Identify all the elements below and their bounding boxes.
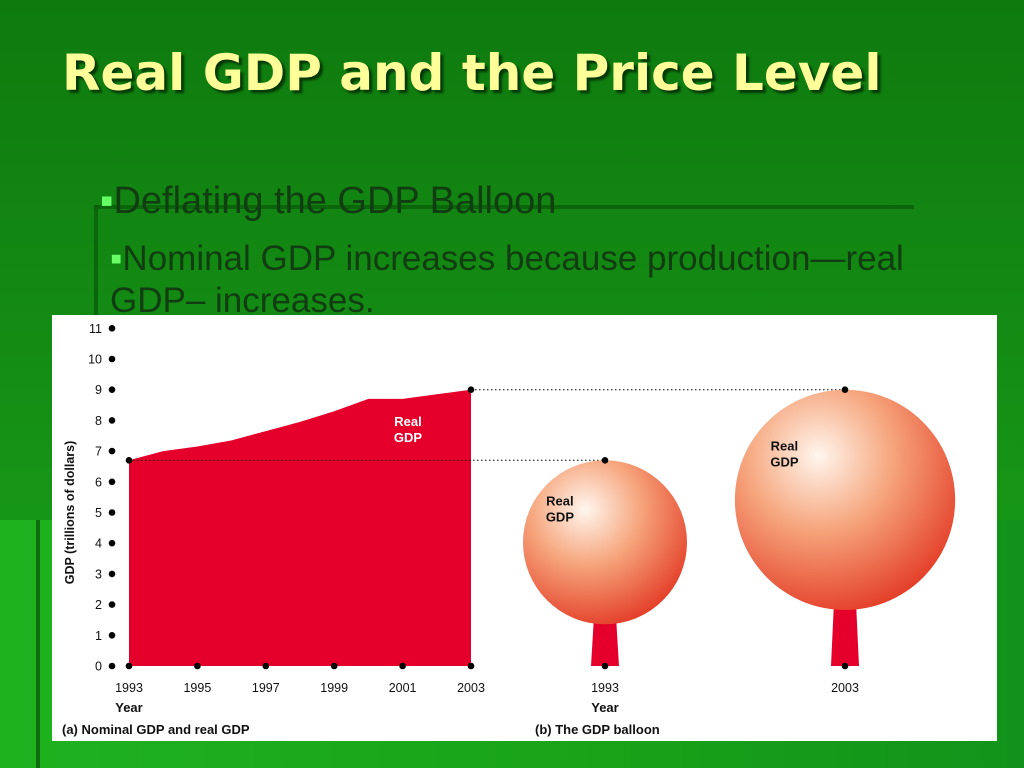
x-tick-dot [125,662,133,670]
decorative-line [36,520,40,768]
x-tick-label: 1997 [252,681,280,695]
x-axis-title: Year [115,700,142,715]
y-tick-label: 3 [95,567,102,581]
y-tick-label: 10 [88,353,102,367]
figure-panel: Real GDP 0 1 2 3 4 5 6 7 8 9 10 11 1993 1995 1997 1999 200… [52,315,997,741]
bullet-marker-icon: ▪ [100,180,114,222]
y-tick-label: 9 [95,383,102,397]
balloon-1993 [523,460,687,625]
x-tick-dot [467,662,475,670]
y-tick-label: 0 [95,660,102,674]
x-tick-label: 2001 [389,681,417,695]
bullet-marker-icon: ▪ [110,239,123,278]
decorative-line [94,205,98,315]
panel-b-label: (b) The GDP balloon [535,722,660,737]
y-tick-dot [108,478,116,486]
real-gdp-area [129,389,471,666]
bullet-nominal-gdp: ▪Nominal GDP increases because productio… [110,238,970,322]
y-tick-label: 11 [89,322,102,336]
area-label: GDP [394,430,423,445]
y-tick-label: 1 [95,629,102,643]
balloon-neck [831,601,859,666]
panel-b-x-title: Year [591,700,618,715]
y-tick-label: 6 [95,475,102,489]
x-tick-label: 1995 [183,681,211,695]
y-tick-dot [108,539,116,547]
guide-lines-layer [129,389,846,666]
y-tick-dot [108,601,116,608]
x-tick-dot [330,662,338,670]
y-tick-dot [108,386,116,393]
bullet-text: Nominal GDP increases because production… [110,239,904,320]
slide-title: Real GDP and the Price Level [62,44,882,102]
balloon-label: GDP [770,454,799,469]
balloon-top-dot [841,386,849,393]
data-point-2003 [467,386,475,393]
balloon-year-label: 2003 [831,681,859,695]
x-tick-dot [399,662,406,670]
x-tick-label: 1993 [115,681,143,695]
y-tick-label: 2 [95,598,102,612]
y-tick-dot [108,570,116,578]
balloon-label: GDP [546,509,575,524]
y-tick-dot [108,662,116,670]
y-tick-label: 7 [95,445,102,459]
y-tick-label: 8 [95,414,102,428]
data-point-1993 [125,457,133,464]
balloon-label: Real [546,493,573,508]
y-tick-dot [108,632,116,639]
area-label: Real [394,414,421,429]
y-tick-dot [108,355,116,363]
area-layer [129,389,471,666]
x-tick-dot [262,662,270,670]
axis-layer [108,325,849,670]
balloon-top-dot [601,457,609,464]
x-tick-label: 1999 [320,681,348,695]
balloon-neck [591,616,619,666]
balloon-label: Real [771,438,798,453]
y-tick-label: 5 [95,506,102,520]
balloons-layer [523,389,956,666]
x-tick-dot [194,662,201,670]
bullet-deflating-balloon: ▪Deflating the GDP Balloon [100,180,556,223]
y-axis-title: GDP (trillions of dollars) [63,441,77,585]
panel-a-label: (a) Nominal GDP and real GDP [62,722,250,737]
y-tick-dot [108,325,116,332]
y-tick-dot [108,447,116,455]
balloon-year-label: 1993 [591,681,619,695]
y-tick-dot [108,509,116,516]
bullet-text: Deflating the GDP Balloon [113,180,557,222]
balloon-base-dot [601,662,609,670]
x-tick-label: 2003 [457,681,485,695]
balloon-base-dot [841,662,849,670]
decorative-line [94,205,914,209]
y-tick-label: 4 [95,537,102,551]
y-tick-dot [108,417,116,424]
balloon-2003 [734,389,956,610]
